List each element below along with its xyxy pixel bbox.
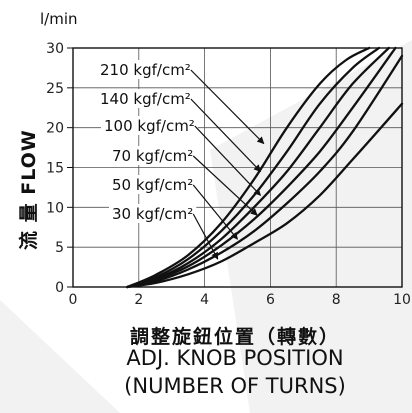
x-tick-label: 10 bbox=[393, 292, 411, 308]
annotation-label-bg bbox=[97, 89, 194, 108]
y-unit-label: l/min bbox=[40, 10, 78, 28]
annotation-label-bg bbox=[109, 146, 197, 165]
series-line-3 bbox=[126, 46, 397, 289]
y-tick-label: 10 bbox=[46, 200, 64, 216]
series-line-5 bbox=[126, 102, 404, 289]
annotation-label-bg bbox=[101, 116, 198, 135]
annotation-leader-arrow bbox=[190, 98, 262, 173]
annotation-label-bg bbox=[97, 60, 194, 79]
y-tick-label: 15 bbox=[46, 161, 64, 177]
annotation-label: 30 kgf/cm² bbox=[112, 205, 193, 223]
annotation-label: 50 kgf/cm² bbox=[112, 176, 193, 194]
annotation-label: 70 kgf/cm² bbox=[112, 147, 193, 165]
annotation-label-bg bbox=[109, 175, 197, 194]
series-line-0 bbox=[126, 46, 371, 289]
x-tick-label: 4 bbox=[200, 292, 209, 308]
y-tick-label: 0 bbox=[55, 280, 64, 296]
series-lines bbox=[126, 46, 404, 289]
x-axis-label-line-1: ADJ. KNOB POSITION bbox=[126, 346, 344, 370]
x-axis-label-chinese: 調整旋鈕位置（轉數） bbox=[129, 326, 340, 348]
y-tick-label: 5 bbox=[55, 240, 64, 256]
annotation-label: 140 kgf/cm² bbox=[100, 90, 191, 108]
annotation-label: 210 kgf/cm² bbox=[100, 61, 191, 79]
series-line-2 bbox=[126, 46, 390, 289]
x-tick-label: 8 bbox=[332, 292, 341, 308]
x-tick-label: 2 bbox=[134, 292, 143, 308]
x-tick-label: 6 bbox=[266, 292, 275, 308]
tick-labels: 0 2 4 6 8 10 0 5 10 15 20 25 30 bbox=[46, 41, 411, 308]
annotation-label-bg bbox=[109, 204, 197, 223]
annotation-label: 100 kgf/cm² bbox=[104, 117, 195, 135]
annotation-leader-arrow bbox=[192, 184, 238, 240]
x-tick-label: 0 bbox=[69, 292, 78, 308]
plot-frame bbox=[72, 47, 403, 288]
annotations: 210 kgf/cm² 140 kgf/cm² 100 kgf/cm² 70 kgf/… bbox=[97, 60, 265, 260]
y-tick-label: 30 bbox=[46, 41, 64, 57]
annotation-leader-arrow bbox=[190, 69, 265, 145]
x-axis-label-line-2: (NUMBER OF TURNS) bbox=[124, 374, 346, 398]
annotation-leader-arrow bbox=[192, 155, 258, 216]
annotation-leader-arrow bbox=[192, 213, 219, 260]
y-tick-label: 25 bbox=[46, 81, 64, 97]
y-tick-label: 20 bbox=[46, 121, 64, 137]
annotation-leader-arrow bbox=[194, 125, 262, 196]
series-line-4 bbox=[126, 54, 404, 289]
